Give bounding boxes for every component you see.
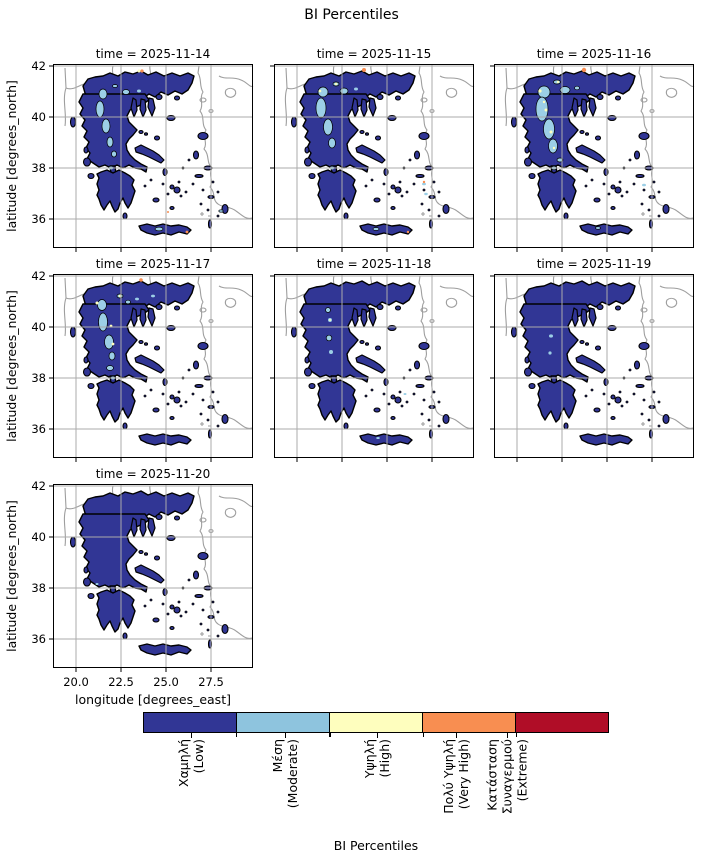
y-tick-label: 38 (31, 161, 46, 175)
y-tick-label: 36 (31, 632, 46, 646)
y-tick-label: 38 (31, 371, 46, 385)
y-tick-label: 40 (31, 530, 46, 544)
map-plot (270, 274, 475, 462)
panel-title: time = 2025-11-17 (95, 257, 211, 271)
y-axis-label: latitude [degrees_north] (4, 80, 19, 232)
colorbar-segment (422, 713, 515, 732)
y-tick-label: 42 (31, 479, 46, 493)
y-axis-label: latitude [degrees_north] (4, 290, 19, 442)
y-tick-label: 36 (31, 422, 46, 436)
y-tick-label: 42 (31, 59, 46, 73)
x-tick-label: 25.0 (153, 675, 179, 689)
panel-title: time = 2025-11-18 (316, 257, 432, 271)
y-tick-label: 42 (31, 269, 46, 283)
colorbar-class-label: Μέση (Moderate) (270, 739, 301, 809)
colorbar-class-tick (285, 733, 287, 738)
y-tick-label: 40 (31, 320, 46, 334)
colorbar-segment (144, 713, 236, 732)
map-plot (49, 274, 254, 462)
y-tick-label: 40 (31, 110, 46, 124)
x-tick-label: 22.5 (108, 675, 134, 689)
colorbar-class-label: Υψηλή (High) (361, 739, 392, 779)
colorbar (143, 712, 609, 733)
colorbar-class-label: Κατάσταση Συναγερμού (Extreme) (484, 739, 530, 815)
panel-title: time = 2025-11-16 (536, 47, 652, 61)
y-axis-label: latitude [degrees_north] (4, 500, 19, 652)
colorbar-class-label: Πολύ Υψηλή (Very High) (441, 739, 472, 814)
colorbar-segment (236, 713, 329, 732)
colorbar-segment (515, 713, 608, 732)
figure-title: BI Percentiles (304, 7, 399, 23)
colorbar-boundary-tick (329, 733, 331, 737)
colorbar-class-tick (376, 733, 379, 738)
map-plot (49, 484, 254, 672)
colorbar-boundary-tick (422, 733, 424, 737)
colorbar-axis-label: BI Percentiles (333, 838, 419, 853)
y-tick-label: 36 (31, 212, 46, 226)
y-tick-label: 38 (31, 581, 46, 595)
map-plot (490, 274, 695, 462)
colorbar-class-tick (456, 733, 458, 738)
colorbar-class-label: Χαμηλή (Low) (175, 739, 206, 787)
colorbar-segment (329, 713, 422, 732)
map-plot (49, 64, 254, 252)
colorbar-class-tick (506, 733, 509, 738)
colorbar-boundary-tick (515, 733, 517, 737)
panel-title: time = 2025-11-19 (536, 257, 652, 271)
map-plot (270, 64, 475, 252)
x-axis-label: longitude [degrees_east] (75, 692, 231, 707)
panel-title: time = 2025-11-14 (95, 47, 211, 61)
colorbar-boundary-tick (236, 733, 238, 737)
map-plot (490, 64, 695, 252)
x-tick-label: 27.5 (198, 675, 224, 689)
panel-title: time = 2025-11-15 (316, 47, 432, 61)
x-tick-label: 20.0 (63, 675, 89, 689)
colorbar-class-tick (190, 733, 193, 738)
panel-title: time = 2025-11-20 (95, 467, 211, 481)
